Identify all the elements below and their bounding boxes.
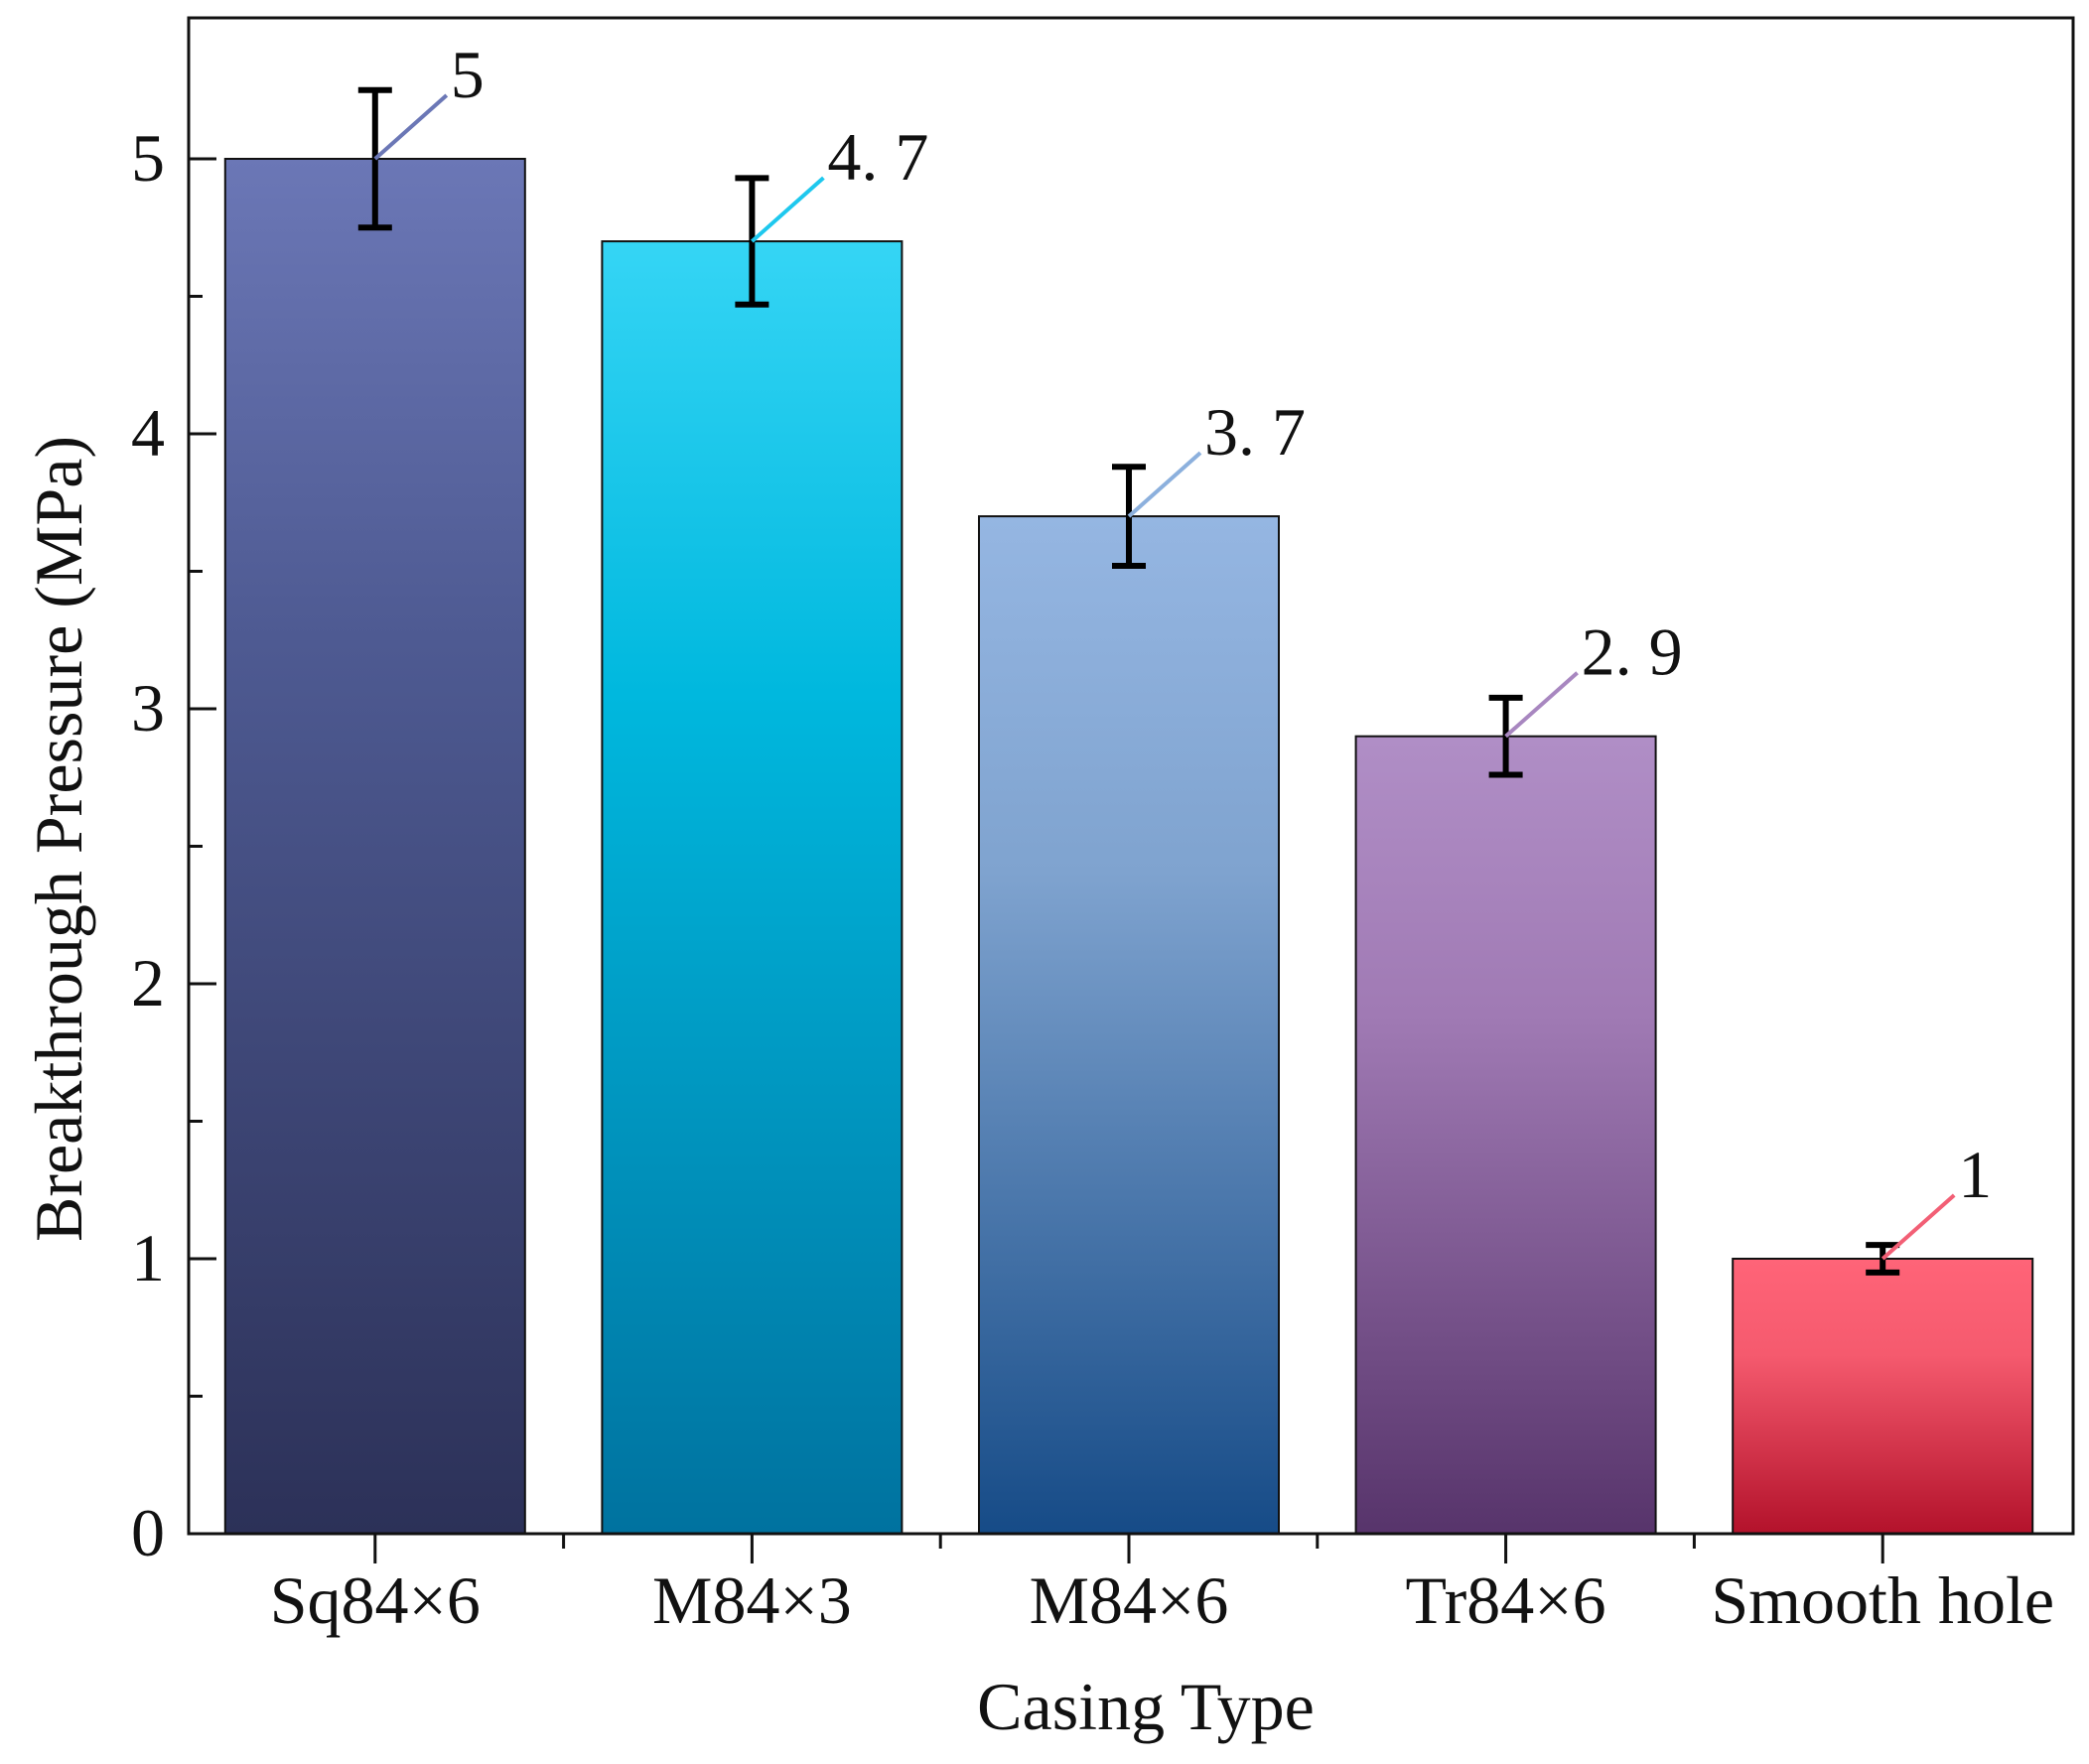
bar-2 bbox=[601, 240, 904, 1536]
value-leader-1 bbox=[373, 93, 449, 161]
value-label-3: 3. 7 bbox=[1204, 394, 1306, 470]
value-leader-2 bbox=[751, 176, 825, 243]
value-leader-4 bbox=[1504, 671, 1579, 739]
value-leader-5 bbox=[1880, 1193, 1956, 1261]
bars-layer bbox=[223, 158, 2034, 1536]
y-tick-label-2: 2 bbox=[131, 945, 165, 1020]
y-tick-label-1: 1 bbox=[131, 1220, 165, 1295]
value-leader-3 bbox=[1127, 451, 1202, 518]
value-label-5: 1 bbox=[1958, 1137, 1992, 1212]
x-tick-label-3: M84×6 bbox=[1030, 1562, 1229, 1638]
y-tick-label-5: 5 bbox=[131, 120, 165, 196]
x-tick-label-1: Sq84×6 bbox=[270, 1562, 481, 1638]
value-label-2: 4. 7 bbox=[827, 119, 928, 195]
y-tick-label-3: 3 bbox=[131, 670, 165, 746]
axis-ticks-layer: Sq84×6 M84×3 M84×6 Tr84×6 Smooth hole 0 1 2 3 4 5 bbox=[131, 120, 2054, 1638]
x-tick-label-4: Tr84×6 bbox=[1406, 1562, 1606, 1638]
bar-1 bbox=[223, 158, 526, 1535]
value-label-4: 2. 9 bbox=[1582, 614, 1683, 690]
bar-4 bbox=[1354, 735, 1657, 1535]
y-axis-label: Breakthrough Pressure (MPa) bbox=[21, 436, 96, 1242]
x-axis-label: Casing Type bbox=[977, 1669, 1315, 1744]
y-tick-label-4: 4 bbox=[131, 395, 165, 471]
value-label-1: 5 bbox=[451, 37, 485, 112]
y-tick-label-0: 0 bbox=[131, 1495, 165, 1570]
plot-frame bbox=[187, 16, 2075, 1536]
x-tick-label-2: M84×3 bbox=[652, 1562, 852, 1638]
bar-3 bbox=[978, 515, 1280, 1535]
bar-5 bbox=[1732, 1258, 2034, 1535]
value-labels-layer: 5 4. 7 3. 7 2. 9 1 bbox=[373, 37, 1992, 1261]
x-tick-label-5: Smooth hole bbox=[1711, 1562, 2054, 1638]
